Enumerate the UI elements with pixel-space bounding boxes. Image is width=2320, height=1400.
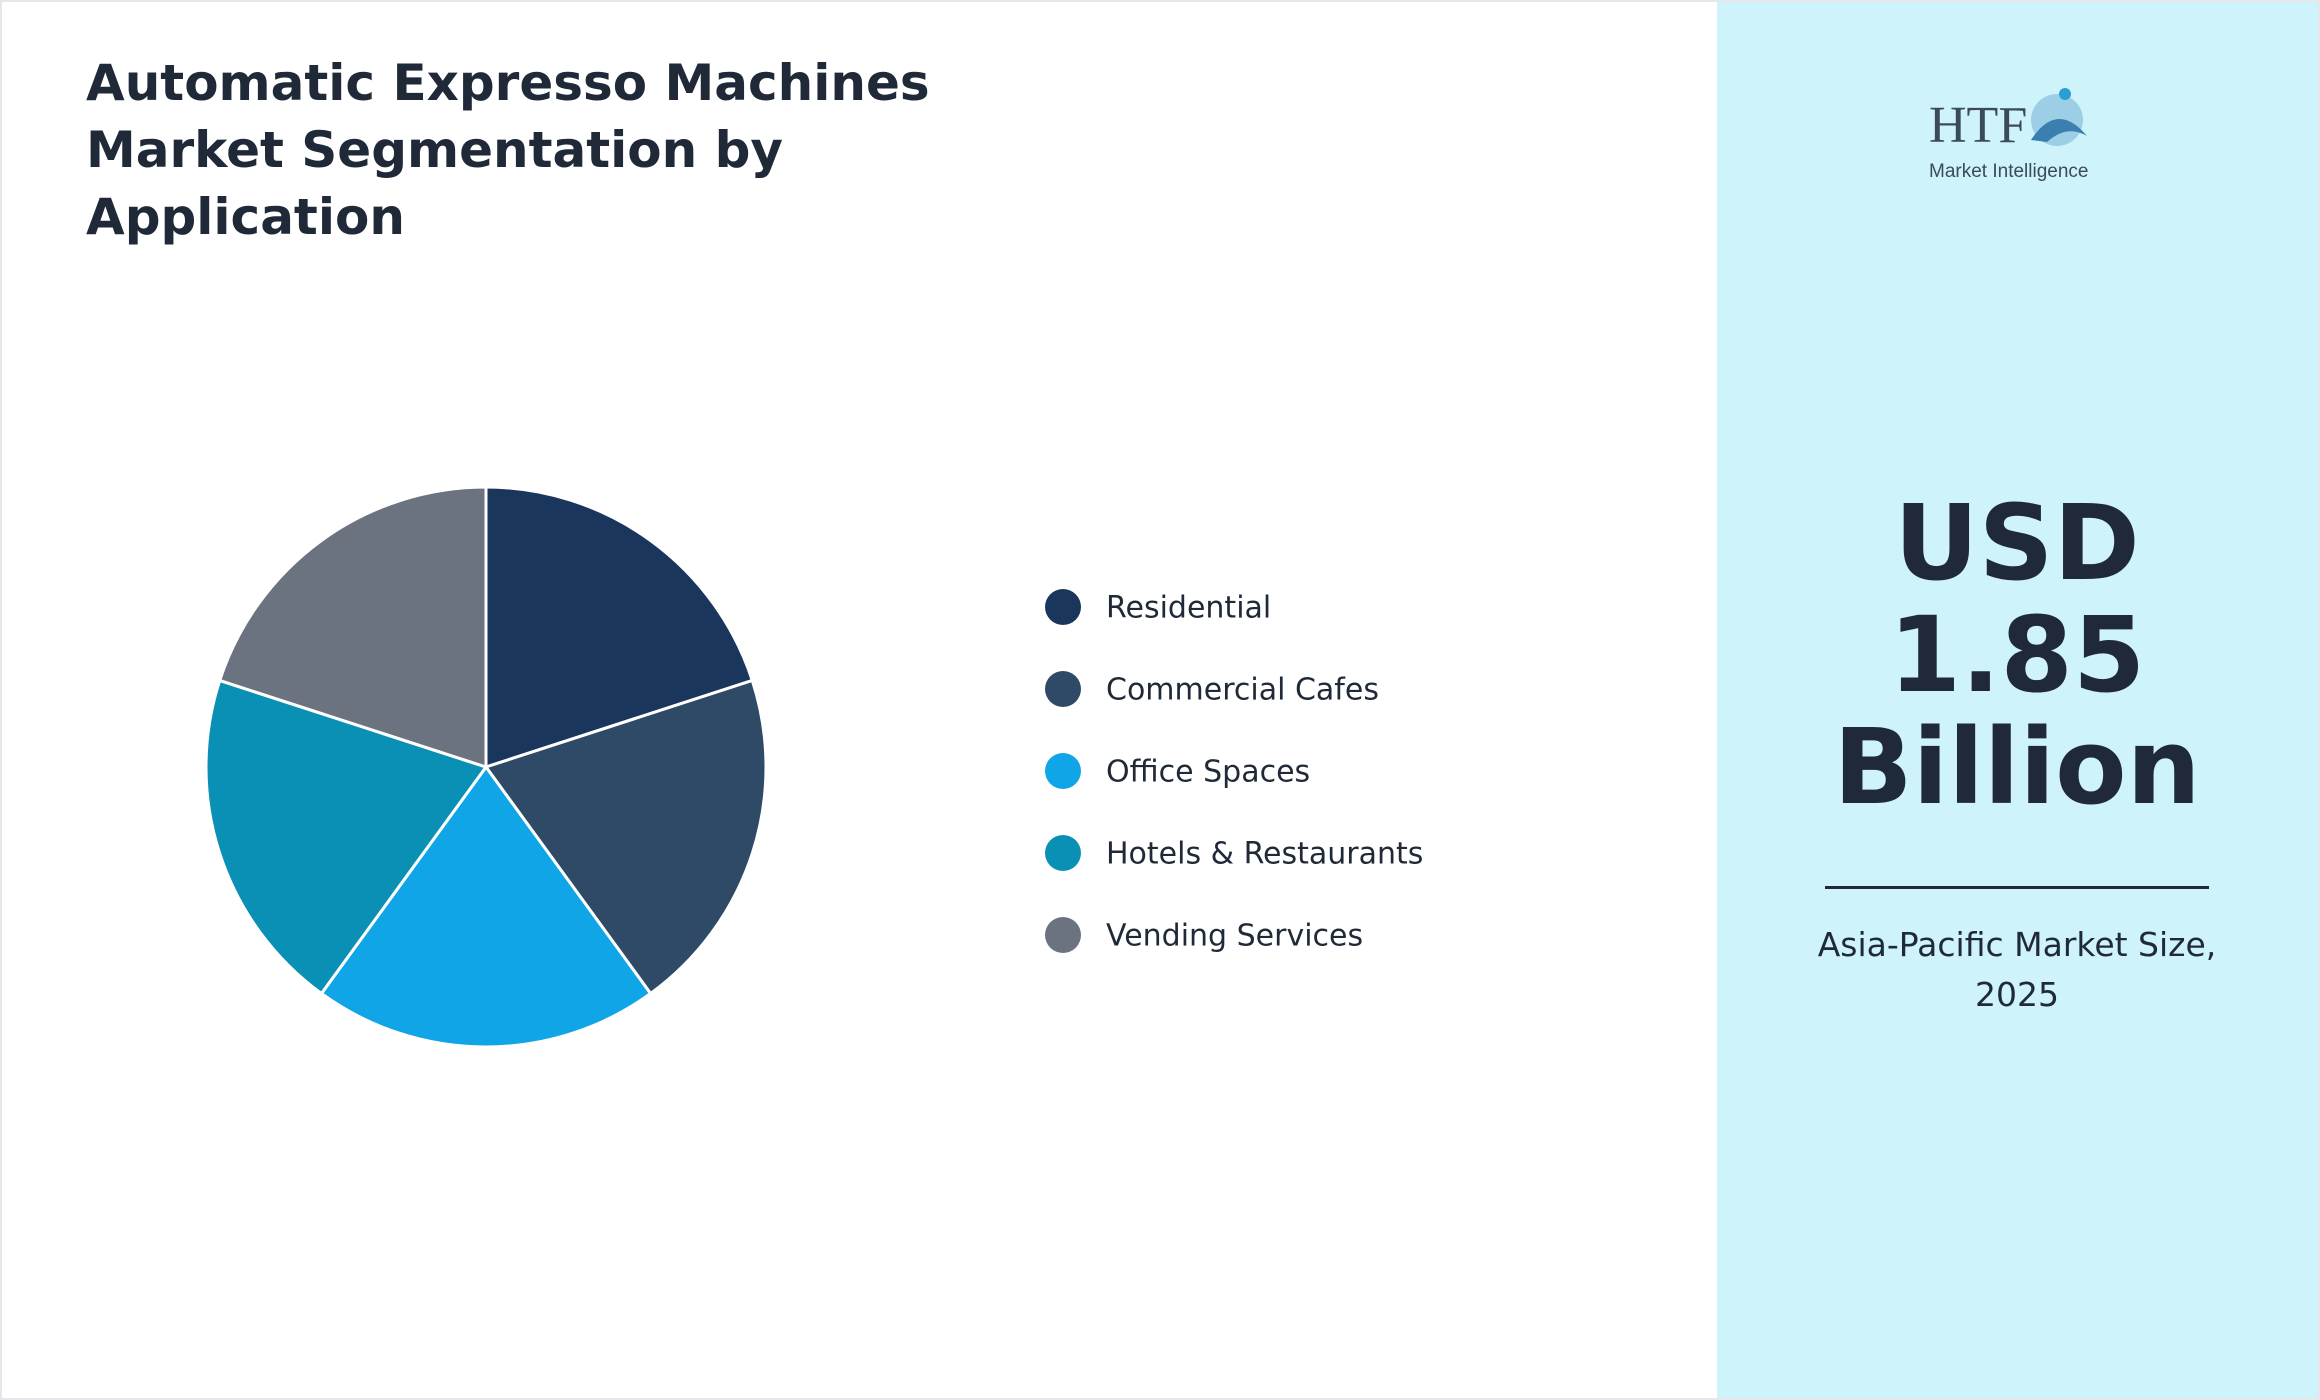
- logo: HTF Market Intelligence: [1929, 88, 2088, 182]
- logo-tagline: Market Intelligence: [1929, 161, 2088, 182]
- legend-label: Commercial Cafes: [1106, 673, 1379, 708]
- pie-slice: [483, 678, 768, 996]
- legend-swatch: [1045, 671, 1081, 707]
- pie-slice: [319, 764, 653, 1049]
- legend-swatch: [1045, 753, 1081, 789]
- logo-icon: [2031, 118, 2087, 142]
- highlight-value: USD 1.85 Billion: [1833, 482, 2201, 828]
- logo-icon: [2059, 88, 2071, 100]
- chart-title: Automatic Expresso Machines Market Segme…: [86, 54, 930, 246]
- divider: [1825, 886, 2209, 889]
- legend-label: Office Spaces: [1106, 755, 1310, 790]
- pie-slice: [204, 678, 489, 996]
- highlight-caption: Asia-Pacific Market Size, 2025: [1817, 925, 2217, 1014]
- legend-label: Hotels & Restaurants: [1106, 837, 1423, 872]
- pie-slice: [484, 485, 755, 770]
- chart: Residential Commercial Cafes Office Spaces…: [204, 485, 1423, 1049]
- logo-name: HTF: [1929, 97, 2027, 154]
- pie-slice: [217, 485, 488, 770]
- legend-swatch: [1045, 589, 1081, 625]
- legend-label: Residential: [1106, 591, 1271, 626]
- legend-label: Vending Services: [1106, 919, 1363, 954]
- legend-swatch: [1045, 835, 1081, 871]
- side-panel: HTF Market Intelligence USD 1.85 Billion…: [1717, 2, 2318, 1398]
- legend-swatch: [1045, 917, 1081, 953]
